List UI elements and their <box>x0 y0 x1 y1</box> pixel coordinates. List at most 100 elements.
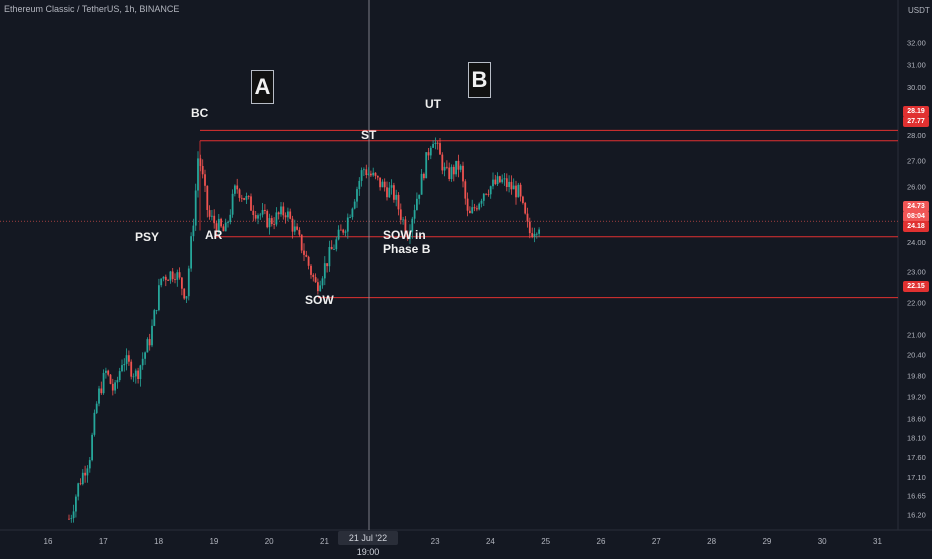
candle-body <box>261 210 264 215</box>
candle-body <box>312 274 315 278</box>
candle-body <box>116 380 119 383</box>
price-tick-label: 30.00 <box>907 83 926 92</box>
symbol-title: Ethereum Classic / TetherUS, 1h, BINANCE <box>4 4 180 14</box>
candle-body <box>314 277 317 283</box>
candle-body <box>100 388 103 394</box>
candle-body <box>508 181 510 187</box>
candle-body <box>344 231 347 233</box>
candle-body <box>480 200 483 204</box>
candle-body <box>125 355 128 364</box>
candle-body <box>234 185 236 194</box>
price-tag-27-77: 27.77 <box>903 116 929 127</box>
last-price-tag: 24.73 <box>903 201 929 212</box>
candle-body <box>482 193 485 201</box>
candle-body <box>72 511 75 519</box>
time-tick-label: 27 <box>652 537 661 546</box>
candle-body <box>204 174 206 186</box>
candle-body <box>151 325 153 346</box>
candle-body <box>379 177 381 188</box>
candle-body <box>245 196 248 200</box>
candle-body <box>499 176 501 183</box>
crosshair-time-label: 21 Jul '22 19:00 <box>338 531 398 557</box>
candle-body <box>349 217 351 218</box>
candle-body <box>409 231 411 240</box>
candle-body <box>383 181 386 188</box>
candle-body <box>386 187 388 198</box>
candle-body <box>317 282 319 292</box>
candle-body <box>416 198 418 210</box>
candle-body <box>441 154 444 171</box>
candle-body <box>485 193 487 195</box>
candle-body <box>240 197 243 199</box>
time-tick-label: 28 <box>707 537 716 546</box>
price-tick-label: 24.00 <box>907 238 926 247</box>
candle-body <box>220 218 222 227</box>
candle-body <box>448 167 451 179</box>
candle-body <box>402 219 404 221</box>
candle-body <box>300 234 303 251</box>
candle-body <box>238 189 241 198</box>
candle-body <box>93 412 96 435</box>
candle-body <box>492 179 494 187</box>
candle-body <box>462 165 464 182</box>
candle-body <box>360 170 363 181</box>
price-tick-label: 19.80 <box>907 371 926 380</box>
candle-body <box>526 213 529 222</box>
candle-body <box>326 263 328 267</box>
candle-body <box>330 247 333 250</box>
candle-body <box>75 496 77 512</box>
price-tag-22-15: 22.15 <box>903 281 929 292</box>
price-tick-label: 23.00 <box>907 268 926 277</box>
candle-body <box>70 518 73 519</box>
candle-body <box>201 166 204 175</box>
candle-body <box>264 210 266 211</box>
candle-body <box>439 143 441 155</box>
candle-body <box>298 229 301 235</box>
time-tick-label: 23 <box>431 537 440 546</box>
candle-body <box>446 166 448 168</box>
candle-body <box>353 201 356 209</box>
time-tick-label: 21 <box>320 537 329 546</box>
axis-currency-label: USDT <box>908 6 930 15</box>
candle-body <box>501 179 504 183</box>
candle-body <box>252 210 255 215</box>
candle-body <box>77 483 80 497</box>
candle-body <box>169 271 172 281</box>
candle-body <box>406 234 409 240</box>
candle-body <box>270 218 273 224</box>
label-psy: PSY <box>135 230 160 244</box>
candle-body <box>215 223 218 233</box>
candle-body <box>222 226 225 232</box>
candle-body <box>420 173 423 195</box>
candle-body <box>356 189 358 202</box>
candle-body <box>395 194 398 200</box>
candle-body <box>250 196 252 211</box>
candle-body <box>176 272 179 280</box>
time-tick-label: 24 <box>486 537 495 546</box>
candle-body <box>517 184 520 198</box>
candle-body <box>388 187 391 198</box>
candle-body <box>178 272 181 278</box>
label-st: ST <box>361 128 377 142</box>
candle-body <box>111 383 114 391</box>
candle-body <box>390 185 393 188</box>
candle-body <box>452 166 455 175</box>
candle-body <box>84 472 86 476</box>
candle-body <box>141 358 144 366</box>
candle-body <box>107 370 110 375</box>
price-tick-label: 27.00 <box>907 156 926 165</box>
candle-body <box>455 160 457 175</box>
time-tick-label: 26 <box>597 537 606 546</box>
candle-body <box>376 175 379 178</box>
candle-body <box>413 210 416 219</box>
label-sow: SOW <box>305 293 334 307</box>
time-tick-label: 20 <box>265 537 274 546</box>
label-sow-phase-b-line2: Phase B <box>383 242 431 256</box>
candle-body <box>321 278 324 286</box>
candle-body <box>473 207 476 209</box>
price-tick-label: 19.20 <box>907 393 926 402</box>
candle-body <box>167 280 169 281</box>
candle-body <box>358 180 361 190</box>
candle-body <box>213 215 216 224</box>
